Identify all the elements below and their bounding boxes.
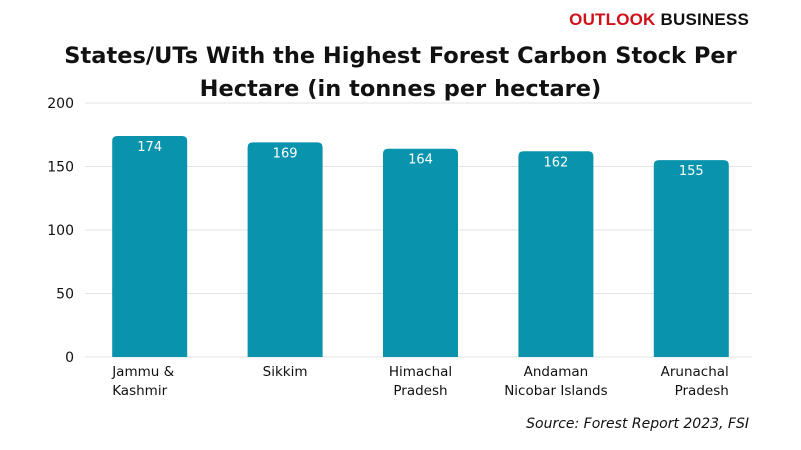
data-label: 155 bbox=[679, 164, 704, 179]
outlook-business-logo: OUTLOOK BUSINESS bbox=[569, 10, 749, 30]
y-tick-label: 0 bbox=[65, 350, 74, 366]
x-tick-label: Nicobar Islands bbox=[504, 383, 607, 399]
bar bbox=[653, 160, 729, 357]
bar bbox=[383, 148, 458, 357]
x-tick-label: Kashmir bbox=[112, 383, 167, 399]
source-note: Source: Forest Report 2023, FSI bbox=[526, 416, 749, 432]
x-tick-label: Arunachal bbox=[661, 364, 729, 380]
data-label: 169 bbox=[273, 146, 298, 161]
y-tick-label: 150 bbox=[47, 160, 74, 176]
bar bbox=[518, 151, 594, 357]
bar bbox=[112, 136, 188, 357]
y-tick-label: 100 bbox=[47, 223, 74, 239]
x-tick-label: Himachal bbox=[389, 364, 452, 380]
x-tick-label: Andaman bbox=[524, 364, 589, 380]
data-label: 162 bbox=[543, 155, 568, 170]
x-tick-label: Pradesh bbox=[675, 383, 729, 399]
x-tick-label: Pradesh bbox=[393, 383, 447, 399]
data-label: 174 bbox=[137, 140, 162, 155]
bar bbox=[247, 142, 323, 357]
data-label: 164 bbox=[408, 153, 433, 168]
chart-title: States/UTs With the Highest Forest Carbo… bbox=[64, 43, 737, 102]
x-tick-label: Sikkim bbox=[263, 364, 308, 380]
logo-part2: BUSINESS bbox=[660, 10, 749, 29]
x-tick-label: Jammu & bbox=[111, 364, 174, 380]
logo-part1: OUTLOOK bbox=[569, 10, 656, 29]
y-tick-label: 50 bbox=[56, 287, 74, 303]
y-tick-label: 200 bbox=[47, 96, 74, 112]
